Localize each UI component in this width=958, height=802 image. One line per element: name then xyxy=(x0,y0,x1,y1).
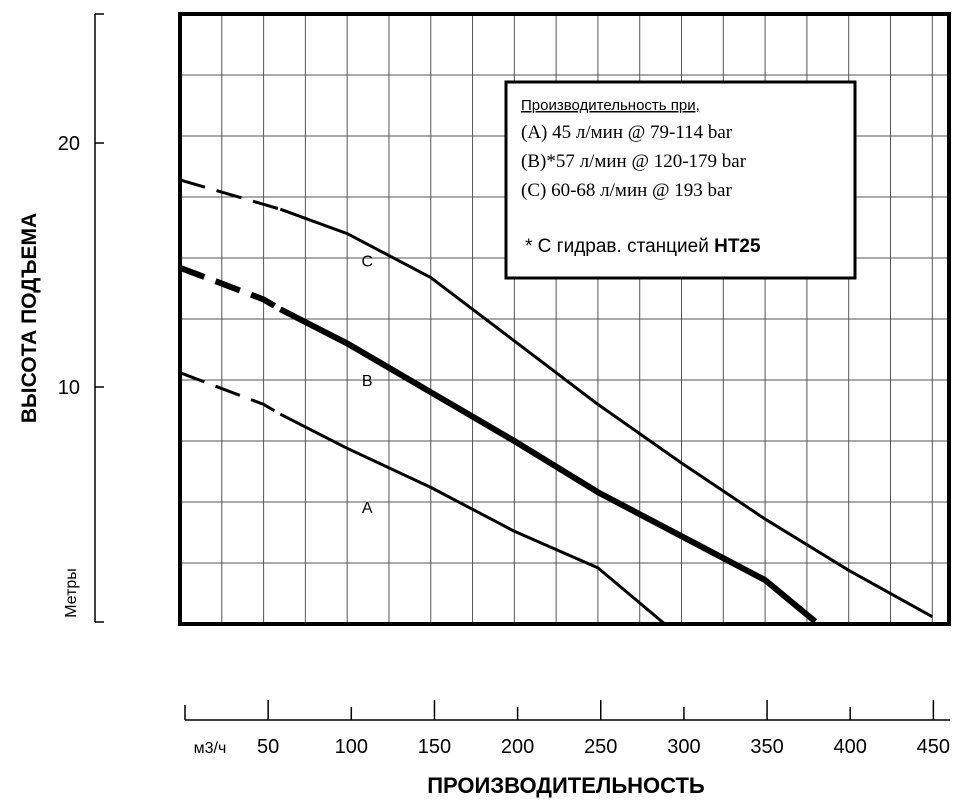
x-axis-title: ПРОИЗВОДИТЕЛЬНОСТЬ xyxy=(427,773,705,798)
curve-label-b: B xyxy=(362,373,373,390)
performance-curves xyxy=(178,178,934,626)
legend-line-b: (B)*57 л/мин @ 120-179 bar xyxy=(521,151,747,172)
plot-frame xyxy=(178,12,951,626)
curve-b-dashed xyxy=(178,264,282,312)
x-tick-label: 250 xyxy=(584,736,617,758)
curve-label-c: C xyxy=(361,253,373,270)
x-tick-label: 300 xyxy=(667,736,700,758)
x-tick-label: 150 xyxy=(418,736,451,758)
curve-c-dashed xyxy=(179,178,281,211)
legend-frame xyxy=(504,80,857,280)
legend-line-c: (C) 60-68 л/мин @ 193 bar xyxy=(521,180,732,201)
curve-a xyxy=(279,412,666,626)
x-tick-label: 50 xyxy=(257,736,279,758)
y-tick-label: 10 xyxy=(58,377,80,399)
curve-a-dashed xyxy=(179,371,282,416)
legend-footnote-text: * С гидрав. станцией xyxy=(525,236,714,257)
y-ticks: 10 20 xyxy=(58,13,104,623)
x-tick-label: 350 xyxy=(750,736,783,758)
x-tick-label: 100 xyxy=(335,736,368,758)
legend-title: Производительность при, xyxy=(521,97,700,114)
legend-footnote: * С гидрав. станцией HT25 xyxy=(525,236,761,257)
curve-b xyxy=(278,306,818,624)
x-tick-label: 400 xyxy=(834,736,867,758)
x-tick-label: 200 xyxy=(501,736,534,758)
curve-labels: C B A xyxy=(361,253,373,516)
legend-box: Производительность при, (A) 45 л/мин @ 7… xyxy=(504,80,857,280)
x-ticks: 50 100 150 200 250 300 350 400 450 xyxy=(184,700,950,758)
legend-footnote-bold: HT25 xyxy=(714,236,761,257)
legend-line-a: (A) 45 л/мин @ 79-114 bar xyxy=(521,122,733,143)
y-unit-label: Метры xyxy=(63,568,80,618)
curve-c xyxy=(279,207,934,618)
y-axis-title: ВЫСОТА ПОДЪЕМА xyxy=(18,213,41,423)
x-tick-label: 450 xyxy=(917,736,950,758)
y-tick-label: 20 xyxy=(58,133,80,155)
curve-label-a: A xyxy=(362,500,373,517)
x-unit-label: м3/ч xyxy=(194,740,227,757)
